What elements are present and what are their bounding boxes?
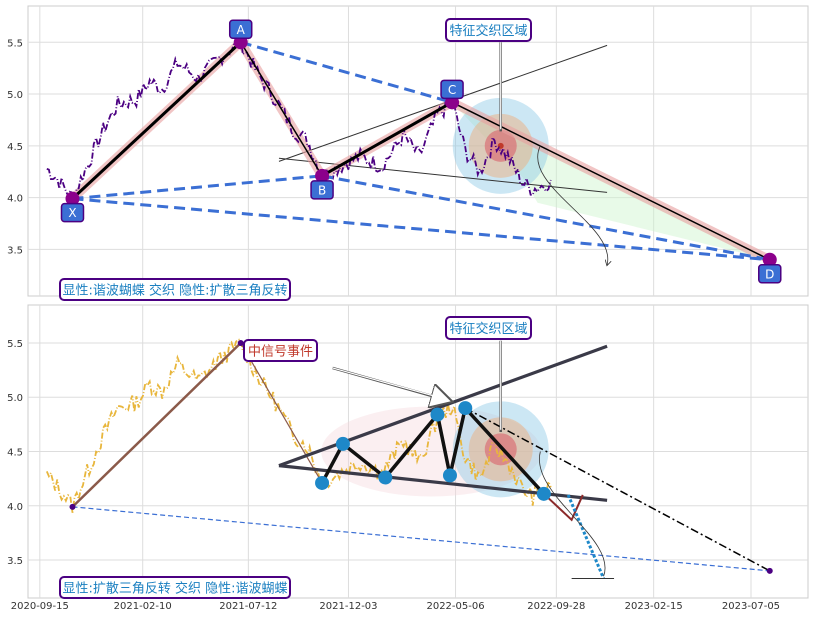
top-pattern-points: X A B C D <box>60 19 782 284</box>
x-tick-label: 2023-02-15 <box>625 601 683 612</box>
bottom-leg-ab <box>240 342 323 484</box>
top-panel: X A B C D <box>46 19 782 284</box>
top-y-tick-label: 5.0 <box>7 90 23 101</box>
bottom-projection <box>566 494 605 580</box>
bottom-feature-label: 特征交织区域 <box>445 316 532 340</box>
top-point-d-box <box>758 264 782 284</box>
top-dashed-bd <box>321 174 771 262</box>
svg-text:显性:扩散三角反转 交织 隐性:谐波蝴蝶: 显性:扩散三角反转 交织 隐性:谐波蝴蝶 <box>62 581 287 597</box>
bottom-zigzag-node <box>335 436 350 451</box>
top-leg-bc <box>321 101 453 178</box>
x-tick-label: 2022-09-28 <box>527 601 585 612</box>
x-tick-label: 2021-12-03 <box>319 601 377 612</box>
top-point-x-label: X <box>68 206 76 220</box>
x-tick-label: 2022-05-06 <box>426 601 484 612</box>
top-dashed-ac <box>240 40 453 104</box>
svg-text:特征交织区域: 特征交织区域 <box>449 23 527 39</box>
axes-labels: 2020-09-15 2021-02-10 2021-07-12 2021-12-03… <box>7 38 780 612</box>
bottom-zigzag-node <box>442 468 457 483</box>
top-feature-label: 特征交织区域 <box>445 18 532 42</box>
bottom-y-tick-label: 5.0 <box>7 393 23 404</box>
top-dashed-xb <box>72 174 323 201</box>
bottom-triangle-lower <box>278 464 608 502</box>
top-y-tick-label: 3.5 <box>7 245 23 256</box>
x-tick-label: 2020-09-15 <box>11 601 69 612</box>
bottom-zigzag-node <box>315 475 330 490</box>
svg-text:中信号事件: 中信号事件 <box>248 345 313 360</box>
x-tick-label: 2021-07-12 <box>219 601 277 612</box>
bottom-dashed-xd <box>72 506 770 572</box>
bottom-zigzag-node <box>536 486 551 501</box>
top-y-tick-label: 4.5 <box>7 142 23 153</box>
bottom-zigzag-node <box>378 470 393 485</box>
bottom-leg-xa <box>71 342 242 508</box>
top-point-b-label: B <box>318 183 326 197</box>
top-point-x-marker <box>65 191 80 206</box>
top-point-c-label: C <box>448 83 456 97</box>
top-panel-frame <box>27 5 809 297</box>
top-point-b-box <box>310 180 334 200</box>
top-leg-ab <box>240 41 323 177</box>
x-tick-label: 2023-07-05 <box>722 601 780 612</box>
top-point-d-marker <box>762 252 777 267</box>
bottom-end-marker <box>237 339 244 346</box>
bottom-signal-arrow-inner <box>332 367 447 400</box>
svg-text:显性:谐波蝴蝶 交织 隐性:扩散三角反转: 显性:谐波蝴蝶 交织 隐性:扩散三角反转 <box>62 283 287 299</box>
top-point-a-box <box>228 19 253 39</box>
top-dashed-xd <box>72 197 770 262</box>
top-leg-cd <box>451 101 771 261</box>
top-point-b-marker <box>315 168 330 183</box>
svg-text:特征交织区域: 特征交织区域 <box>449 321 527 337</box>
bottom-end-marker <box>69 503 76 510</box>
bottom-legend-label: 显性:扩散三角反转 交织 隐性:谐波蝴蝶 <box>59 576 291 599</box>
top-grid <box>28 6 808 296</box>
top-point-x-box <box>60 202 85 223</box>
top-y-tick-label: 4.0 <box>7 194 23 205</box>
bottom-y-tick-label: 4.0 <box>7 502 23 513</box>
bottom-curved-arrow <box>539 451 606 577</box>
top-point-d-label: D <box>765 267 774 281</box>
bottom-zigzag-node <box>430 407 445 422</box>
bottom-y-tick-label: 3.5 <box>7 556 23 567</box>
bottom-red-v <box>543 493 584 522</box>
bottom-panel <box>45 338 773 580</box>
bottom-y-tick-label: 4.5 <box>7 448 23 459</box>
top-curved-arrow <box>537 145 608 265</box>
bottom-price-series <box>45 338 552 513</box>
top-legend-label: 显性:谐波蝴蝶 交织 隐性:扩散三角反转 <box>59 278 291 301</box>
bottom-zigzag-node <box>458 401 473 416</box>
top-leg-xa <box>71 41 242 200</box>
top-point-a-label: A <box>237 23 246 37</box>
bottom-pattern-points <box>69 339 773 574</box>
top-y-tick-label: 5.5 <box>7 38 23 49</box>
bottom-signal-label: 中信号事件 <box>243 339 318 362</box>
top-point-c-box <box>440 79 464 100</box>
bottom-dashdot-cd <box>464 407 771 572</box>
bottom-y-tick-label: 5.5 <box>7 339 23 350</box>
bottom-end-marker <box>766 567 773 574</box>
x-tick-label: 2021-02-10 <box>114 601 172 612</box>
